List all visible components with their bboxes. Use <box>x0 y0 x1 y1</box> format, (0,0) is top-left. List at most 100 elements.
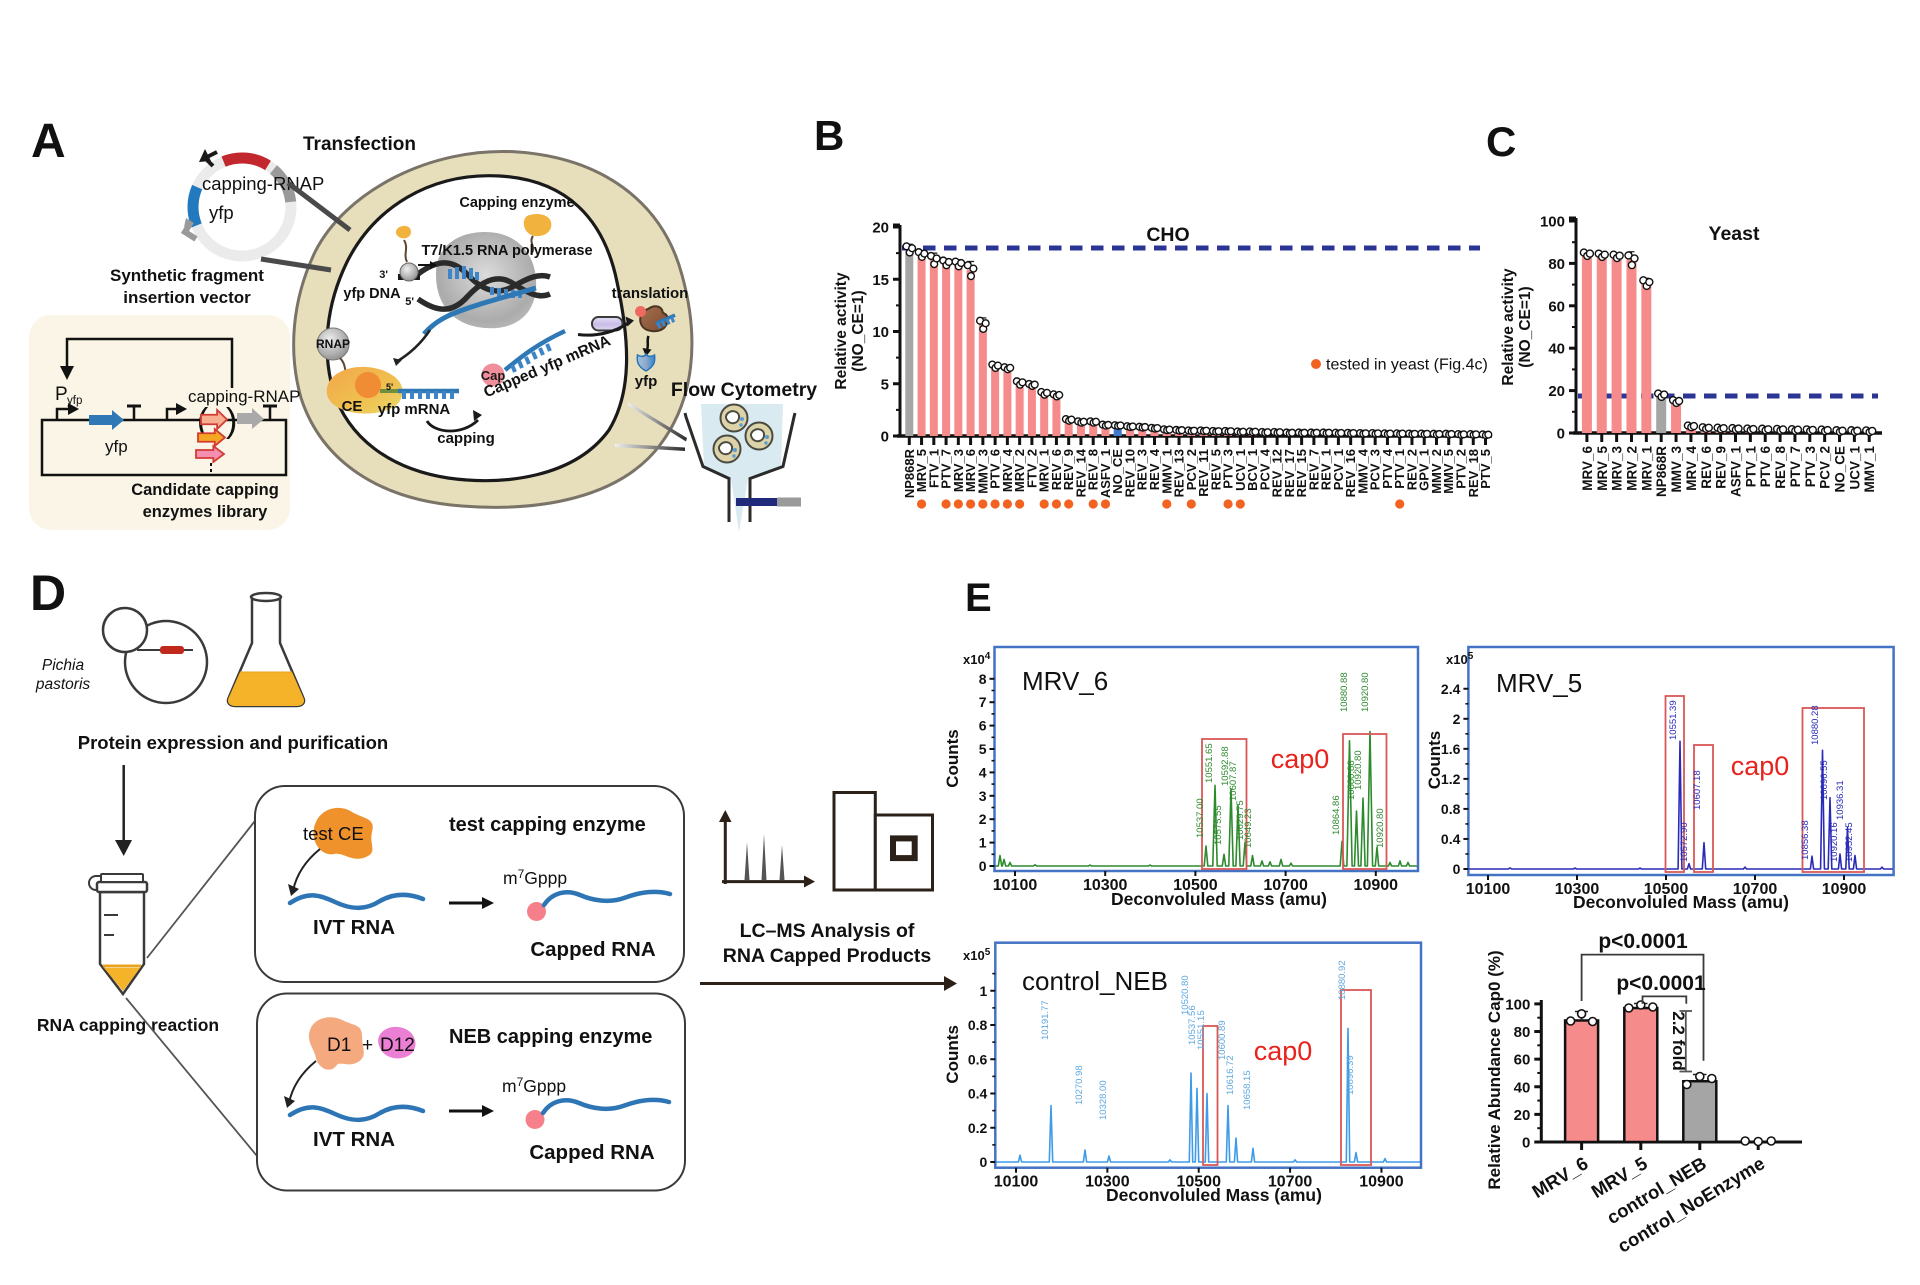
svg-text:Yeast: Yeast <box>1709 223 1760 245</box>
svg-text:10629.75: 10629.75 <box>1235 800 1246 840</box>
svg-text:10920.16: 10920.16 <box>1829 822 1840 862</box>
svg-text:cap0: cap0 <box>1254 1036 1313 1066</box>
svg-text:10328.00: 10328.00 <box>1098 1080 1109 1120</box>
svg-text:Relative activity: Relative activity <box>1500 268 1517 386</box>
svg-text:MRV_5: MRV_5 <box>914 449 929 492</box>
svg-text:100: 100 <box>1540 214 1565 231</box>
svg-text:REV_16: REV_16 <box>1343 449 1358 497</box>
svg-text:10700: 10700 <box>1733 881 1778 898</box>
svg-text:5: 5 <box>881 376 889 393</box>
svg-text:0.4: 0.4 <box>968 1086 988 1102</box>
svg-text:40: 40 <box>1548 341 1565 358</box>
svg-text:60: 60 <box>1514 1052 1531 1069</box>
svg-text:40: 40 <box>1514 1079 1531 1096</box>
svg-text:10: 10 <box>872 324 889 341</box>
svg-text:10896.39: 10896.39 <box>1345 1055 1356 1095</box>
svg-text:x105: x105 <box>963 947 991 963</box>
svg-text:REV_11: REV_11 <box>1196 449 1211 497</box>
svg-text:REV_17: REV_17 <box>1282 449 1297 497</box>
svg-text:10575.55: 10575.55 <box>1213 805 1224 845</box>
svg-text:RNA capping reaction: RNA capping reaction <box>37 1015 219 1035</box>
svg-text:10592.88: 10592.88 <box>1220 746 1231 786</box>
svg-text:cap0: cap0 <box>1271 744 1330 774</box>
svg-text:REV_6: REV_6 <box>1049 449 1064 490</box>
svg-text:): ) <box>226 402 237 440</box>
svg-text:60: 60 <box>1548 298 1565 315</box>
svg-text:PTV_1: PTV_1 <box>1743 446 1758 488</box>
svg-text:REV_8: REV_8 <box>1086 449 1101 490</box>
svg-text:PTV_7: PTV_7 <box>939 449 954 489</box>
svg-text:capping-RNAP: capping-RNAP <box>188 387 300 406</box>
svg-text:PTV_7: PTV_7 <box>1788 446 1803 487</box>
svg-text:10600.89: 10600.89 <box>1217 1020 1228 1060</box>
svg-text:MMV_3: MMV_3 <box>975 449 990 494</box>
svg-text:NO_CE: NO_CE <box>1833 446 1848 493</box>
svg-text:x105: x105 <box>1446 651 1474 667</box>
svg-text:p<0.0001: p<0.0001 <box>1616 972 1706 995</box>
svg-text:10300: 10300 <box>1083 877 1128 894</box>
svg-text:MRV_4: MRV_4 <box>1000 448 1015 492</box>
svg-text:10100: 10100 <box>1466 881 1511 898</box>
svg-text:T7/K1.5 RNA polymerase: T7/K1.5 RNA polymerase <box>421 243 592 259</box>
svg-text:REV_2: REV_2 <box>1404 449 1419 490</box>
svg-text:CE: CE <box>342 398 363 415</box>
svg-text:Counts: Counts <box>943 1025 962 1084</box>
svg-text:6: 6 <box>979 718 987 734</box>
svg-text:8: 8 <box>979 671 987 687</box>
svg-text:MMV_2: MMV_2 <box>1429 449 1444 494</box>
svg-text:control_NEB: control_NEB <box>1022 966 1168 996</box>
svg-text:2.2 fold: 2.2 fold <box>1669 1011 1688 1071</box>
svg-text:4: 4 <box>979 764 987 780</box>
svg-text:PCV_4: PCV_4 <box>1257 448 1272 490</box>
svg-text:20: 20 <box>1514 1107 1531 1124</box>
svg-text:1: 1 <box>980 983 988 999</box>
svg-text:2: 2 <box>979 811 987 827</box>
svg-text:10896.55: 10896.55 <box>1819 760 1830 800</box>
svg-text:MRV_1: MRV_1 <box>1639 446 1654 491</box>
svg-text:10300: 10300 <box>1085 1174 1130 1191</box>
svg-text:10920.80: 10920.80 <box>1353 750 1364 790</box>
svg-text:10607.18: 10607.18 <box>1692 770 1703 810</box>
svg-text:+: + <box>362 1035 373 1056</box>
svg-text:A: A <box>31 115 66 168</box>
svg-text:0: 0 <box>1522 1135 1530 1152</box>
svg-text:CHO: CHO <box>1146 224 1189 246</box>
svg-text:PTV_5: PTV_5 <box>1478 449 1493 489</box>
svg-text:yfp: yfp <box>635 373 658 390</box>
svg-text:10551.39: 10551.39 <box>1668 700 1679 740</box>
svg-text:REV_10: REV_10 <box>1122 449 1137 497</box>
svg-text:MRV_3: MRV_3 <box>1610 446 1625 491</box>
svg-text:10520.80: 10520.80 <box>1180 975 1191 1015</box>
svg-text:MRV_1: MRV_1 <box>1037 449 1052 492</box>
svg-text:Relative activity: Relative activity <box>833 272 850 390</box>
svg-text:FTV_2: FTV_2 <box>1024 449 1039 488</box>
svg-text:yfp DNA: yfp DNA <box>343 286 401 302</box>
svg-text:REV_9: REV_9 <box>1714 446 1729 489</box>
svg-text:0.8: 0.8 <box>968 1017 988 1033</box>
svg-text:insertion vector: insertion vector <box>123 288 251 307</box>
svg-text:REV_7: REV_7 <box>1306 449 1321 490</box>
svg-text:x104: x104 <box>963 651 991 667</box>
svg-text:Capped RNA: Capped RNA <box>529 1141 654 1164</box>
svg-text:5': 5' <box>386 382 393 392</box>
svg-text:10300: 10300 <box>1555 881 1600 898</box>
svg-text:MMV_1: MMV_1 <box>1862 446 1877 493</box>
svg-text:7: 7 <box>979 694 987 710</box>
svg-text:20: 20 <box>1548 383 1565 400</box>
svg-text:tested in yeast (Fig.4c): tested in yeast (Fig.4c) <box>1326 357 1488 374</box>
svg-text:NP868R: NP868R <box>902 448 917 498</box>
svg-text:Protein expression and purific: Protein expression and purification <box>78 732 388 753</box>
svg-text:FTV_1: FTV_1 <box>926 449 941 488</box>
svg-text:PTV_4: PTV_4 <box>1380 448 1395 489</box>
svg-text:PTV_6: PTV_6 <box>988 449 1003 489</box>
svg-text:B: B <box>814 112 844 159</box>
svg-text:REV_3: REV_3 <box>1135 449 1150 490</box>
svg-text:test CE: test CE <box>303 823 364 844</box>
svg-text:10900: 10900 <box>1354 877 1399 894</box>
svg-text:PTV_6: PTV_6 <box>1758 446 1773 488</box>
svg-text:REV_5: REV_5 <box>1208 449 1223 490</box>
svg-text:10900: 10900 <box>1359 1174 1404 1191</box>
svg-text:10500: 10500 <box>1644 881 1689 898</box>
svg-text:80: 80 <box>1548 256 1565 273</box>
svg-text:0: 0 <box>979 858 987 874</box>
